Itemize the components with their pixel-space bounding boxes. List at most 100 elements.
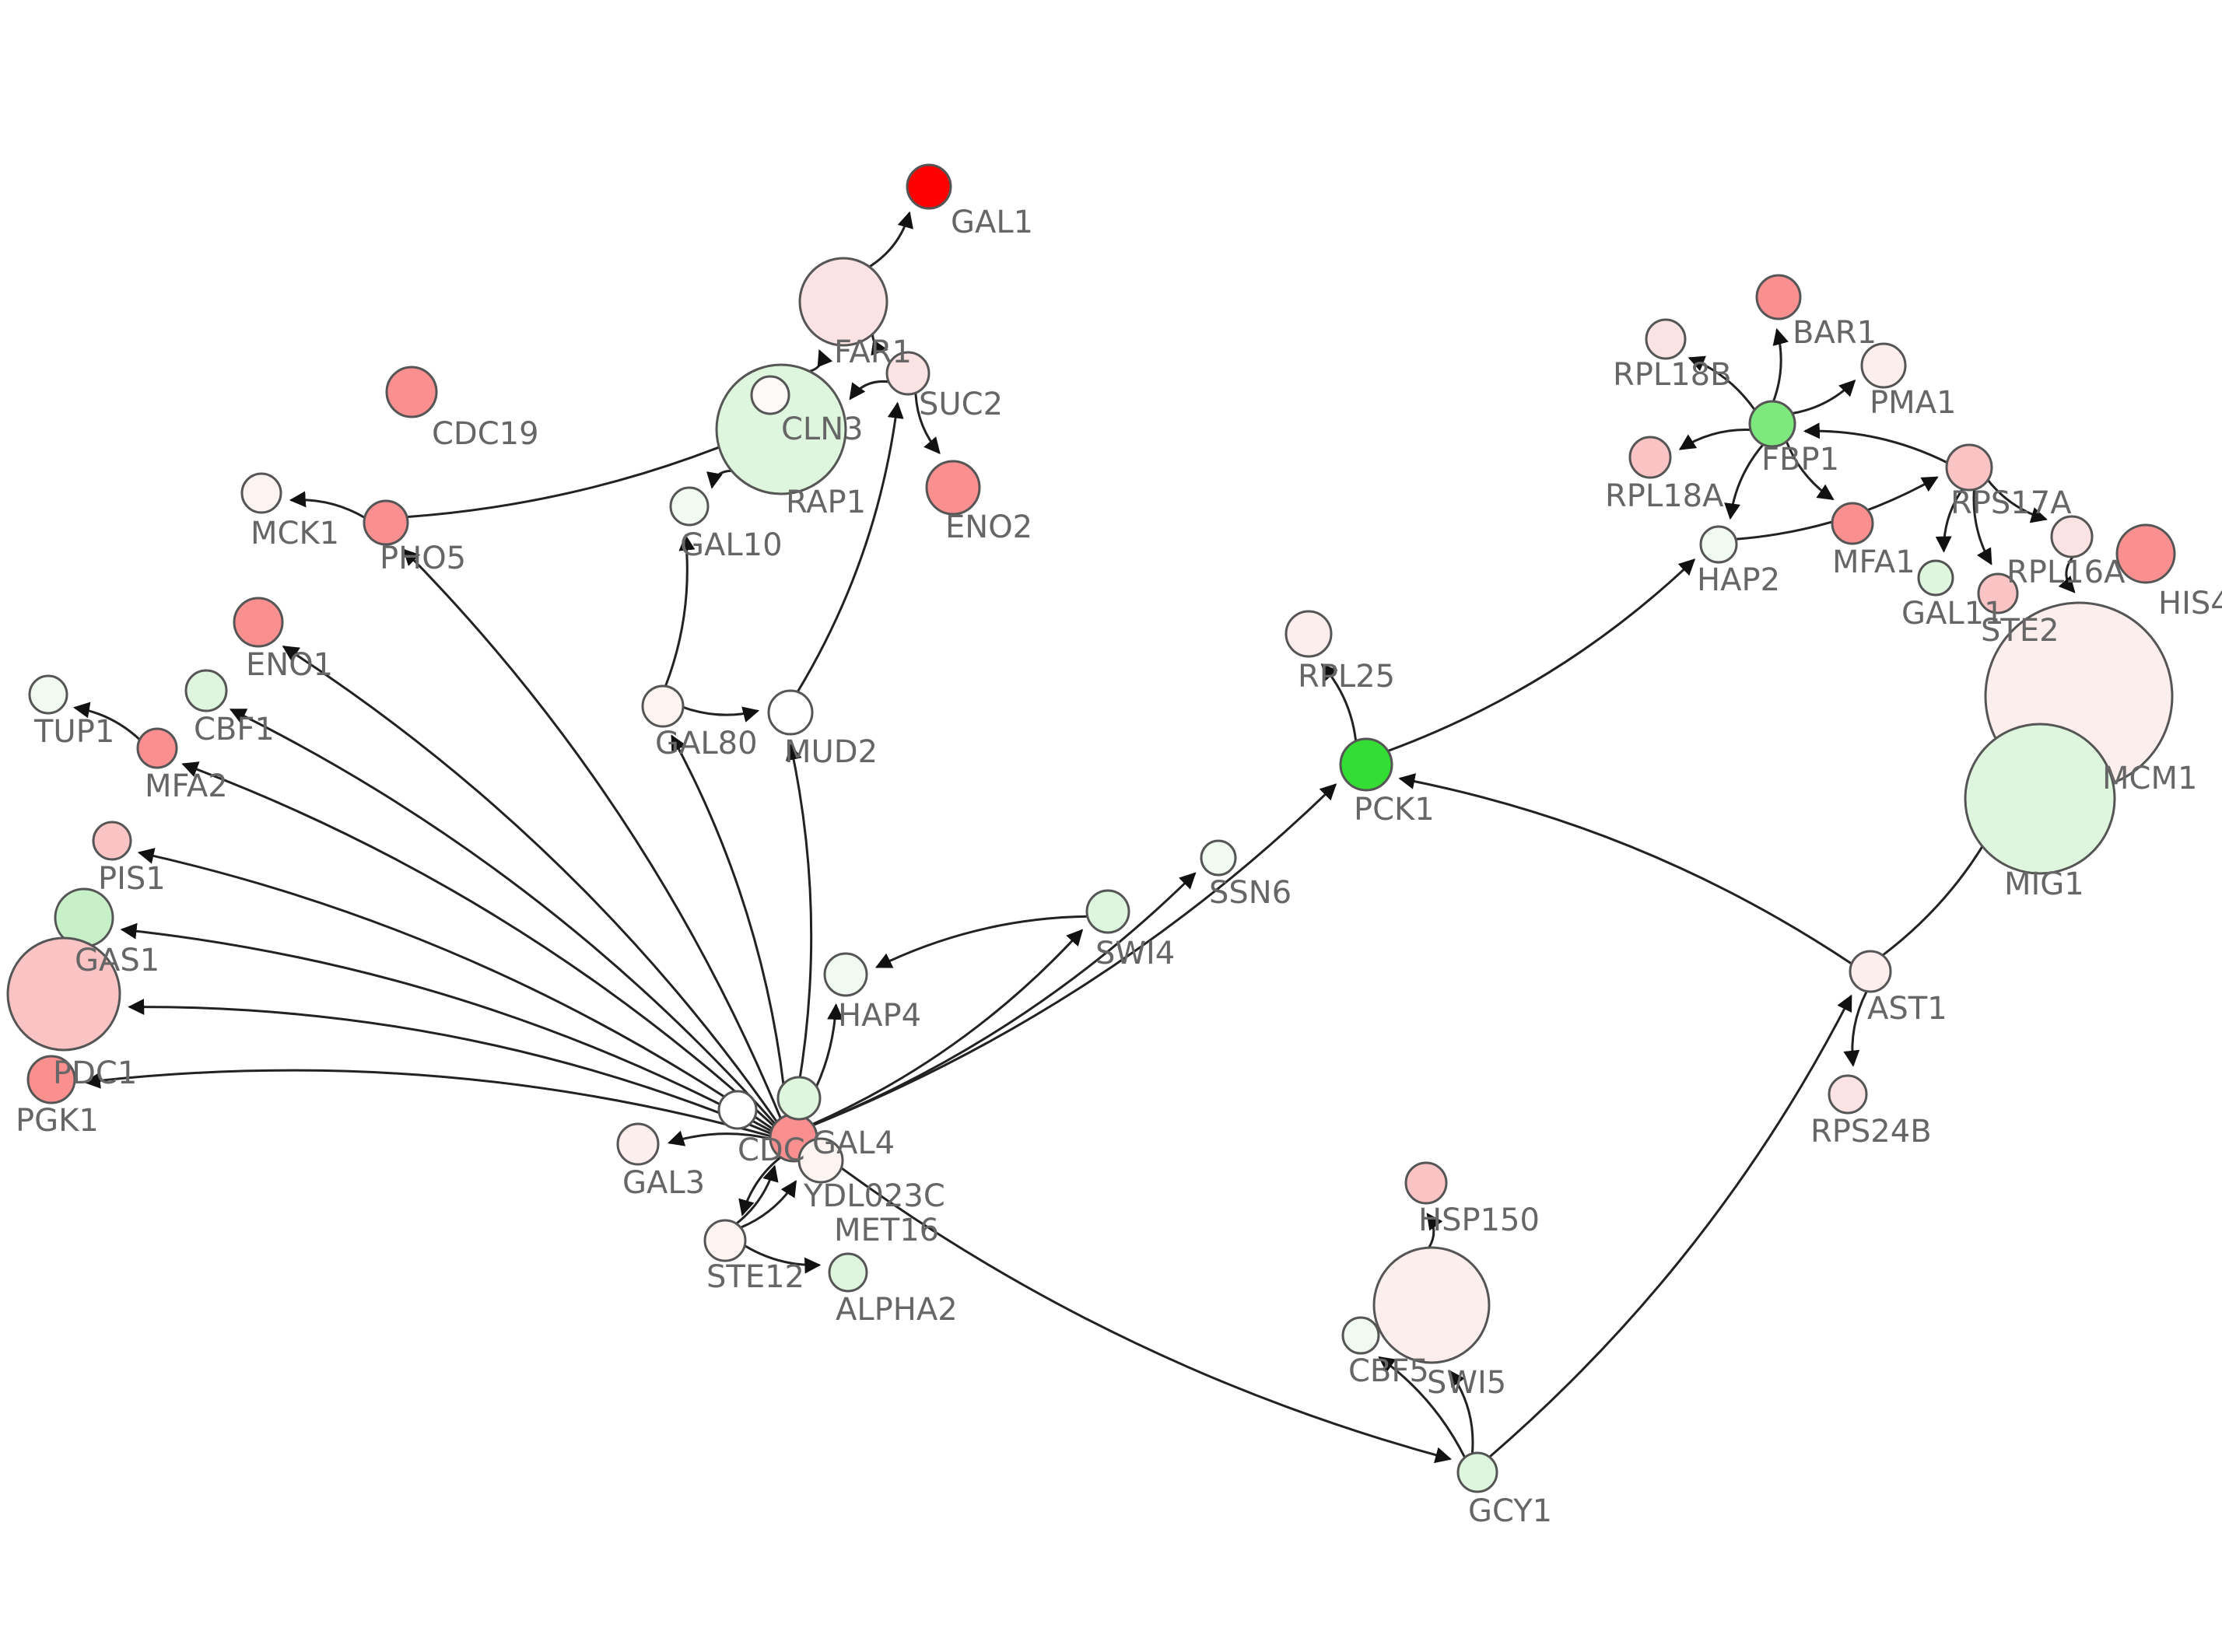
node-label-far1: FAR1 — [834, 334, 912, 370]
graph-edge — [868, 211, 913, 268]
node-label-rpl25: RPL25 — [1298, 659, 1395, 695]
node-label-ast1: AST1 — [1867, 991, 1947, 1027]
graph-node-tup1[interactable] — [28, 674, 68, 715]
node-label-ste12: STE12 — [706, 1259, 804, 1295]
graph-edge — [282, 645, 778, 1123]
graph-edge — [735, 1164, 779, 1225]
graph-node-rap1[interactable] — [750, 375, 790, 415]
graph-node-pis1[interactable] — [92, 821, 132, 861]
graph-node-rpl18b[interactable] — [1645, 318, 1687, 360]
node-label-gal1: GAL1 — [951, 205, 1033, 240]
graph-node-gal11[interactable] — [1917, 559, 1954, 597]
graph-node-swi5[interactable] — [1372, 1246, 1491, 1364]
graph-node-hap2[interactable] — [1699, 525, 1738, 564]
graph-node-mud2[interactable] — [767, 689, 814, 736]
graph-node-gal80[interactable] — [641, 684, 685, 728]
graph-node-ste12[interactable] — [703, 1219, 747, 1262]
graph-node-hap4[interactable] — [823, 952, 868, 997]
graph-edge — [786, 743, 813, 1115]
graph-edge — [849, 380, 889, 401]
graph-node-pma1[interactable] — [1860, 342, 1907, 389]
graph-node-gal4w[interactable] — [717, 1090, 758, 1130]
graph-node-pgk1[interactable] — [26, 1055, 76, 1104]
node-label-pdc1: PDC1 — [53, 1055, 137, 1091]
graph-node-his4[interactable] — [2115, 523, 2176, 584]
graph-node-swi4[interactable] — [1085, 889, 1130, 934]
graph-edge — [740, 1180, 797, 1229]
graph-node-cln3[interactable] — [715, 363, 847, 495]
graph-edge — [1398, 773, 1852, 965]
graph-node-rps24b[interactable] — [1828, 1074, 1868, 1115]
node-label-mfa2: MFA2 — [145, 768, 228, 804]
graph-node-alpha2[interactable] — [828, 1252, 868, 1293]
node-label-hap2: HAP2 — [1697, 562, 1780, 598]
graph-node-ste2[interactable] — [1977, 572, 2019, 614]
graph-node-pho5[interactable] — [363, 499, 409, 546]
graph-node-ssn6[interactable] — [1200, 839, 1237, 877]
graph-edge — [229, 708, 776, 1125]
graph-edge — [914, 393, 941, 454]
node-label-rpl18a: RPL18A — [1605, 478, 1724, 514]
graph-node-suc2[interactable] — [885, 351, 931, 396]
node-label-mig1: MIG1 — [2004, 866, 2084, 902]
graph-node-gal3[interactable] — [616, 1122, 660, 1166]
graph-edge — [814, 1146, 1452, 1464]
graph-node-cbf1[interactable] — [184, 669, 228, 712]
graph-edge — [1488, 994, 1852, 1458]
graph-edge — [1935, 488, 1964, 553]
graph-node-rpl16a[interactable] — [2050, 515, 2094, 558]
graph-node-rpl18a[interactable] — [1628, 436, 1672, 479]
graph-edge — [1803, 422, 1948, 464]
graph-node-pck1[interactable] — [1339, 737, 1393, 792]
graph-node-rpl25[interactable] — [1284, 610, 1333, 658]
graph-node-ast1[interactable] — [1849, 950, 1892, 993]
graph-edge — [1378, 1356, 1467, 1458]
graph-node-ydl023c[interactable] — [797, 1137, 844, 1184]
graph-node-gal1[interactable] — [906, 163, 952, 210]
node-label-alpha2: ALPHA2 — [836, 1292, 958, 1328]
node-label-met16: MET16 — [834, 1213, 939, 1248]
node-label-eno2: ENO2 — [945, 509, 1032, 545]
graph-edge — [871, 334, 888, 356]
graph-edge — [1688, 355, 1756, 411]
node-label-mud2: MUD2 — [784, 734, 878, 770]
node-label-gas1: GAS1 — [75, 943, 159, 978]
graph-node-mfa1[interactable] — [1831, 502, 1874, 545]
node-label-gal80: GAL80 — [655, 726, 758, 761]
graph-edge — [289, 491, 366, 519]
node-label-mfa1: MFA1 — [1832, 544, 1915, 580]
graph-node-cdc19b[interactable] — [385, 366, 438, 418]
graph-node-eno2[interactable] — [925, 460, 981, 516]
graph-node-cbf5[interactable] — [1341, 1316, 1380, 1355]
graph-node-mck1[interactable] — [240, 472, 282, 514]
graph-edge — [811, 929, 1084, 1125]
graph-edge — [120, 922, 773, 1132]
graph-node-pdc1[interactable] — [6, 936, 121, 1052]
graph-edge — [738, 1156, 782, 1216]
node-label-cdc19: CDC19 — [432, 416, 539, 452]
graph-node-mig1[interactable] — [1964, 723, 2116, 875]
graph-edge — [128, 999, 772, 1135]
node-label-cbf5: CBF5 — [1348, 1353, 1429, 1389]
graph-edge — [1785, 441, 1835, 501]
graph-edge — [664, 534, 696, 687]
node-label-mcm1: MCM1 — [2102, 761, 2197, 796]
graph-node-rps17a[interactable] — [1945, 443, 1993, 492]
node-label-tup1: TUP1 — [33, 714, 114, 750]
graph-node-gcy1[interactable] — [1456, 1451, 1498, 1493]
node-label-gal11: GAL11 — [1901, 596, 2004, 632]
node-label-pgk1: PGK1 — [16, 1103, 99, 1139]
node-label-eno1: ENO1 — [246, 647, 333, 683]
graph-edge — [1449, 1370, 1474, 1454]
graph-node-mfa2[interactable] — [136, 727, 178, 769]
graph-node-hsp150[interactable] — [1404, 1161, 1448, 1205]
graph-node-bar1[interactable] — [1755, 274, 1802, 320]
graph-node-fbp1[interactable] — [1748, 400, 1796, 448]
graph-node-gal4g[interactable] — [776, 1076, 822, 1121]
graph-node-eno1[interactable] — [233, 597, 284, 648]
graph-node-gal10[interactable] — [669, 486, 710, 527]
node-label-pis1: PIS1 — [98, 861, 166, 897]
node-label-pma1: PMA1 — [1870, 385, 1956, 421]
graph-node-far1[interactable] — [798, 257, 888, 347]
